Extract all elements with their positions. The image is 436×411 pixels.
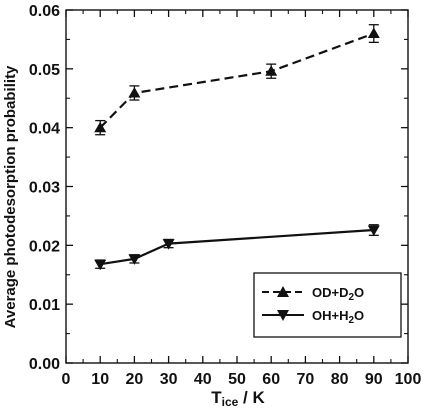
legend-label-od-d2o: OD+D2O [312, 285, 364, 303]
legend-label-oh-h2o: OH+H2O [312, 308, 364, 326]
series-2 [94, 224, 380, 271]
x-tick-label: 80 [331, 371, 349, 388]
y-axis-title: Average photodesorption probability [2, 65, 19, 328]
legend-label-oh-h2o-part3: O [354, 308, 364, 323]
series-1 [94, 24, 380, 136]
series-line [100, 228, 374, 266]
x-tick-label: 70 [297, 371, 315, 388]
legend-label-od-d2o-sub: 2 [348, 292, 354, 303]
data-point [94, 259, 107, 271]
x-axis-title-unit: / K [238, 388, 265, 407]
x-tick-label: 90 [365, 371, 383, 388]
y-tick-label: 0.05 [29, 62, 60, 79]
legend-entry-od-d2o: OD+D2O [262, 285, 364, 303]
data-point [162, 239, 175, 250]
x-tick-label: 0 [62, 371, 71, 388]
data-point [94, 121, 107, 133]
x-axis-title: Tice / K [211, 388, 265, 409]
legend-marker-oh-h2o [277, 310, 289, 321]
x-axis-title-subscript: ice [222, 395, 239, 409]
legend-marker-od-d2o [277, 286, 289, 297]
y-tick-label: 0.04 [29, 121, 60, 138]
data-point [367, 27, 380, 38]
y-tick-label: 0.06 [29, 3, 60, 20]
y-tick-label: 0.00 [29, 356, 60, 373]
x-axis: 0 10 20 30 40 50 60 70 80 90 100 [62, 10, 422, 388]
x-tick-label: 40 [194, 371, 212, 388]
y-tick-label: 0.01 [29, 297, 60, 314]
legend-label-od-d2o-part1: OD+D [312, 285, 348, 300]
legend-entry-oh-h2o: OH+H2O [262, 308, 364, 326]
legend: OD+D2O OH+H2O [253, 272, 402, 338]
y-axis: 0.00 0.01 0.02 0.03 0.04 0.05 0.06 [29, 3, 408, 373]
x-tick-label: 20 [126, 371, 144, 388]
legend-label-od-d2o-part3: O [354, 285, 364, 300]
data-point [367, 225, 380, 236]
data-point [128, 254, 141, 265]
y-tick-label: 0.03 [29, 180, 60, 197]
data-point [128, 87, 141, 98]
data-point [265, 65, 278, 76]
series-layer [94, 24, 380, 271]
x-tick-label: 100 [395, 371, 422, 388]
x-axis-title-main: T [211, 388, 222, 407]
y-tick-label: 0.02 [29, 238, 60, 255]
x-tick-label: 10 [91, 371, 109, 388]
legend-label-oh-h2o-part1: OH+H [312, 308, 348, 323]
x-tick-label: 30 [160, 371, 178, 388]
x-tick-label: 50 [228, 371, 246, 388]
legend-box [253, 272, 402, 338]
legend-label-oh-h2o-sub: 2 [348, 315, 354, 326]
series-line [99, 32, 375, 129]
x-tick-label: 60 [262, 371, 280, 388]
